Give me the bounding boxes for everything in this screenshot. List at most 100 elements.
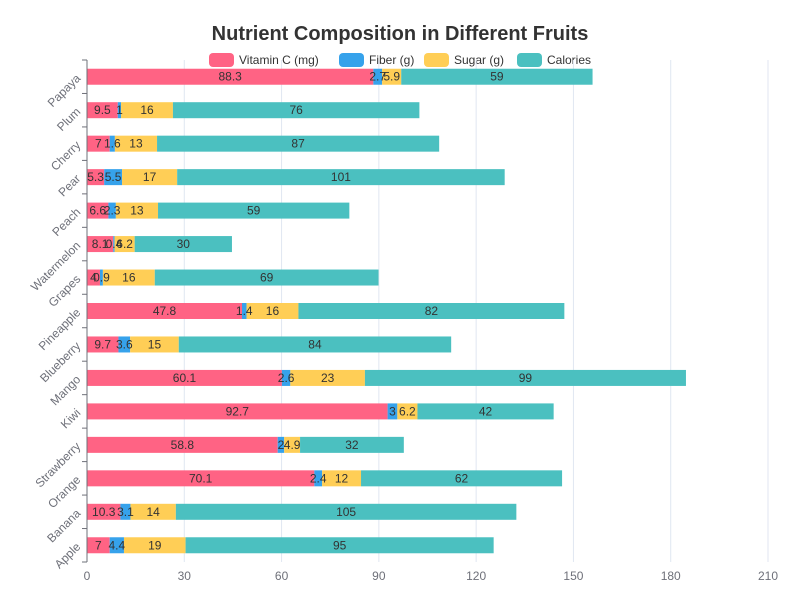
bar-watermelon-calories[interactable] <box>134 236 232 253</box>
data-label-mango-sugar-g: 23 <box>321 371 335 385</box>
data-label-kiwi-vitamin-c-mg: 92.7 <box>226 404 250 418</box>
bar-apple-fiber-g[interactable] <box>109 537 124 554</box>
bar-plum-calories[interactable] <box>172 102 420 119</box>
y-tick-label-banana: Banana <box>44 506 83 545</box>
data-label-orange-calories: 62 <box>455 471 469 485</box>
data-label-mango-vitamin-c-mg: 60.1 <box>173 371 197 385</box>
bar-grapes-vitamin-c-mg[interactable] <box>87 269 100 286</box>
bar-grapes-sugar-g[interactable] <box>102 269 155 286</box>
bar-papaya-calories[interactable] <box>401 68 593 85</box>
bar-orange-calories[interactable] <box>361 470 563 487</box>
bar-peach-fiber-g[interactable] <box>108 202 116 219</box>
legend: Vitamin C (mg) Fiber (g) Sugar (g) Calories <box>209 53 591 67</box>
bar-watermelon-vitamin-c-mg[interactable] <box>87 236 114 253</box>
legend-label-fiber-g[interactable]: Fiber (g) <box>369 53 414 67</box>
y-tick-label-cherry: Cherry <box>48 138 83 173</box>
bar-banana-sugar-g[interactable] <box>130 503 176 520</box>
x-tick-label: 210 <box>758 569 778 583</box>
bar-pineapple-fiber-g[interactable] <box>242 303 247 319</box>
data-label-apple-calories: 95 <box>333 538 347 552</box>
data-label-watermelon-fiber-g: 0.4 <box>106 237 123 251</box>
bar-mango-fiber-g[interactable] <box>281 369 291 386</box>
bar-banana-calories[interactable] <box>175 503 517 520</box>
bar-blueberry-fiber-g[interactable] <box>118 336 131 353</box>
bar-banana-fiber-g[interactable] <box>120 503 131 520</box>
bar-cherry-sugar-g[interactable] <box>114 135 158 152</box>
bar-watermelon-fiber-g[interactable] <box>113 236 115 253</box>
bar-orange-vitamin-c-mg[interactable] <box>87 470 315 487</box>
legend-label-vitamin-c-mg[interactable]: Vitamin C (mg) <box>239 53 319 67</box>
x-tick-label: 150 <box>563 569 583 583</box>
data-label-plum-vitamin-c-mg: 9.5 <box>94 103 111 117</box>
data-label-cherry-calories: 87 <box>291 137 305 151</box>
data-label-pear-calories: 101 <box>331 170 351 184</box>
data-label-apple-sugar-g: 19 <box>148 538 162 552</box>
legend-label-sugar-g[interactable]: Sugar (g) <box>454 53 504 67</box>
bar-plum-fiber-g[interactable] <box>117 102 122 119</box>
data-label-grapes-sugar-g: 16 <box>122 271 136 285</box>
legend-swatch-vitamin-c-mg[interactable] <box>209 53 234 67</box>
data-label-papaya-vitamin-c-mg: 88.3 <box>218 70 242 84</box>
bar-cherry-fiber-g[interactable] <box>109 135 115 152</box>
y-tick-label-apple: Apple <box>52 540 84 572</box>
bar-plum-vitamin-c-mg[interactable] <box>87 102 118 119</box>
bar-strawberry-sugar-g[interactable] <box>284 436 301 453</box>
bar-blueberry-calories[interactable] <box>178 336 452 353</box>
bar-peach-sugar-g[interactable] <box>115 202 159 219</box>
bar-pear-sugar-g[interactable] <box>122 169 178 186</box>
bar-cherry-calories[interactable] <box>157 135 440 152</box>
bar-strawberry-vitamin-c-mg[interactable] <box>87 436 278 453</box>
bar-pineapple-vitamin-c-mg[interactable] <box>87 303 243 319</box>
bar-mango-sugar-g[interactable] <box>290 369 365 386</box>
bar-grapes-fiber-g[interactable] <box>99 269 103 286</box>
bar-kiwi-calories[interactable] <box>417 403 554 420</box>
bar-orange-sugar-g[interactable] <box>322 470 362 487</box>
bar-blueberry-sugar-g[interactable] <box>130 336 179 353</box>
y-tick-label-peach: Peach <box>49 205 83 239</box>
bar-pineapple-calories[interactable] <box>298 303 565 319</box>
bar-apple-sugar-g[interactable] <box>123 537 186 554</box>
y-tick-label-plum: Plum <box>54 105 83 134</box>
x-tick-label: 180 <box>661 569 681 583</box>
data-label-peach-calories: 59 <box>247 204 261 218</box>
bar-papaya-sugar-g[interactable] <box>382 68 402 85</box>
bar-kiwi-vitamin-c-mg[interactable] <box>87 403 388 420</box>
bar-peach-vitamin-c-mg[interactable] <box>87 202 109 219</box>
legend-swatch-calories[interactable] <box>517 53 542 67</box>
bar-peach-calories[interactable] <box>158 202 350 219</box>
data-label-kiwi-calories: 42 <box>479 404 493 418</box>
bar-pear-calories[interactable] <box>177 169 505 186</box>
bar-kiwi-sugar-g[interactable] <box>397 403 418 420</box>
data-label-apple-vitamin-c-mg: 7 <box>95 538 102 552</box>
bar-watermelon-sugar-g[interactable] <box>114 236 135 253</box>
legend-swatch-fiber-g[interactable] <box>339 53 364 67</box>
legend-label-calories[interactable]: Calories <box>547 53 591 67</box>
bar-plum-sugar-g[interactable] <box>121 102 173 119</box>
bar-strawberry-fiber-g[interactable] <box>277 436 285 453</box>
bar-pineapple-sugar-g[interactable] <box>246 303 299 319</box>
bar-papaya-fiber-g[interactable] <box>373 68 383 85</box>
bar-apple-calories[interactable] <box>185 537 494 554</box>
bar-strawberry-calories[interactable] <box>300 436 404 453</box>
data-label-peach-vitamin-c-mg: 6.6 <box>89 204 106 218</box>
legend-swatch-sugar-g[interactable] <box>424 53 449 67</box>
bar-pear-fiber-g[interactable] <box>104 169 123 186</box>
data-label-kiwi-fiber-g: 3 <box>389 404 396 418</box>
bar-papaya-vitamin-c-mg[interactable] <box>87 68 374 85</box>
bar-orange-fiber-g[interactable] <box>314 470 323 487</box>
data-label-blueberry-vitamin-c-mg: 9.7 <box>94 337 111 351</box>
bar-cherry-vitamin-c-mg[interactable] <box>87 135 110 152</box>
bar-banana-vitamin-c-mg[interactable] <box>87 503 121 520</box>
data-label-blueberry-calories: 84 <box>308 337 322 351</box>
bar-mango-vitamin-c-mg[interactable] <box>87 369 282 386</box>
data-label-mango-fiber-g: 2.6 <box>278 371 295 385</box>
bar-apple-vitamin-c-mg[interactable] <box>87 537 110 554</box>
bar-grapes-calories[interactable] <box>154 269 379 286</box>
bar-pear-vitamin-c-mg[interactable] <box>87 169 105 186</box>
bar-kiwi-fiber-g[interactable] <box>387 403 398 420</box>
bar-blueberry-vitamin-c-mg[interactable] <box>87 336 119 353</box>
bar-mango-calories[interactable] <box>364 369 686 386</box>
